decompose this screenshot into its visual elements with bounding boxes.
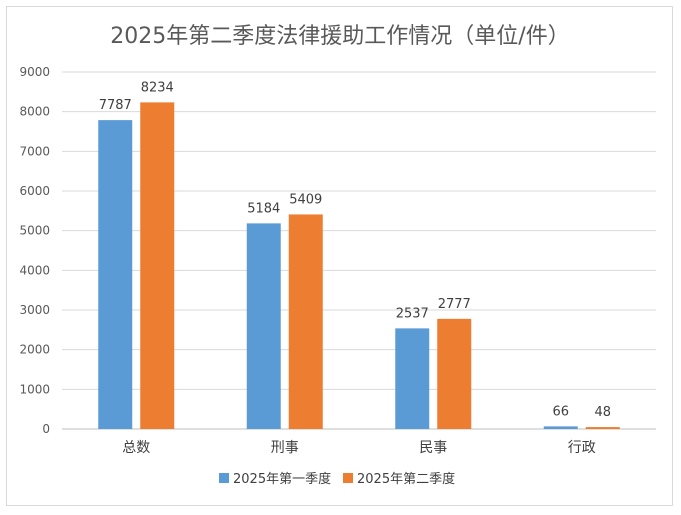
y-tick-label: 1000: [19, 382, 50, 396]
legend-swatch: [219, 473, 229, 483]
y-tick-label: 3000: [19, 303, 50, 317]
y-tick-label: 0: [42, 422, 50, 436]
data-label: 2537: [396, 306, 429, 321]
legend-label: 2025年第一季度: [233, 471, 331, 487]
bar-q1-3: [543, 426, 578, 429]
data-label: 7787: [99, 98, 132, 113]
bar-q1-0: [98, 120, 133, 430]
bar-q2-0: [140, 102, 175, 429]
data-label: 5184: [247, 201, 280, 216]
x-axis-categories: 总数 刑事 民事 行政: [122, 440, 596, 456]
y-tick-label: 7000: [19, 144, 50, 158]
category-label: 刑事: [271, 440, 299, 456]
bar-q2-2: [437, 318, 472, 429]
bar-q2-3: [585, 427, 620, 429]
bar-q1-2: [395, 328, 430, 429]
chart-title: 2025年第二季度法律援助工作情况（单位/件）: [110, 24, 569, 49]
category-label: 行政: [568, 440, 596, 456]
legend: 2025年第一季度 2025年第二季度: [219, 471, 455, 487]
bar-q1-1: [246, 223, 281, 429]
category-label: 民事: [419, 440, 447, 456]
legend-swatch: [343, 473, 353, 483]
y-tick-label: 9000: [19, 65, 50, 79]
data-label: 66: [552, 404, 569, 419]
y-axis-ticks: 0 1000 2000 3000 4000 5000 6000 7000 8000 9000: [19, 65, 50, 436]
y-tick-label: 2000: [19, 343, 50, 357]
data-label: 48: [594, 405, 611, 420]
legend-label: 2025年第二季度: [357, 471, 455, 487]
y-tick-label: 4000: [19, 263, 50, 277]
y-tick-label: 5000: [19, 224, 50, 238]
y-tick-label: 6000: [19, 184, 50, 198]
data-label: 8234: [141, 80, 174, 95]
category-label: 总数: [122, 440, 150, 456]
bar-q2-1: [288, 214, 323, 429]
data-label: 2777: [438, 297, 471, 312]
bars: [98, 102, 620, 430]
data-label: 5409: [289, 192, 322, 207]
y-tick-label: 8000: [19, 105, 50, 119]
data-labels: 7787 8234 5184 5409 2537 2777 66 48: [99, 80, 611, 420]
